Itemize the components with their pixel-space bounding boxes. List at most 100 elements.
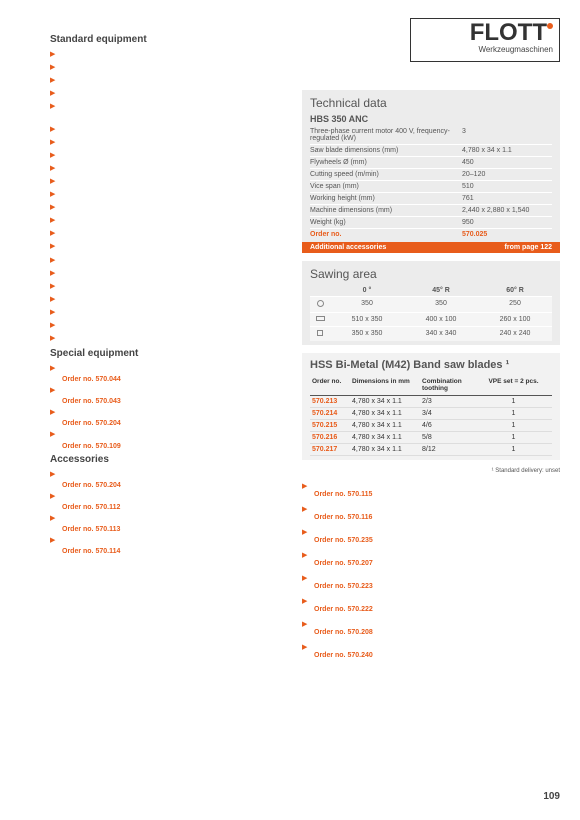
- triangle-icon: ▶: [50, 387, 58, 405]
- list-item: ▶xxxxxx xxxx xxxxxxx xxxxxxxOrder no. 57…: [302, 574, 560, 596]
- triangle-icon: ▶: [50, 191, 58, 200]
- triangle-icon: ▶: [50, 103, 58, 121]
- order-number: Order no. 570.113: [62, 526, 207, 533]
- list-item: ▶xxxxxxxxx xxx xxxx xxxxxx: [50, 165, 290, 174]
- special-equipment-title: Special equipment: [50, 348, 290, 359]
- logo-text: FLOTT: [417, 21, 553, 45]
- order-number: Order no. 570.240: [314, 652, 416, 659]
- order-number: 570.216: [310, 434, 350, 441]
- list-item: ▶xxxxxxxx xxxxxxxxx xxx xxxxxxxxx: [50, 243, 290, 252]
- triangle-icon: ▶: [50, 230, 58, 239]
- triangle-icon: ▶: [50, 77, 58, 86]
- triangle-icon: ▶: [50, 257, 58, 266]
- blades-footnote: ¹ Standard delivery: unset: [302, 468, 560, 474]
- order-number: Order no. 570.043: [62, 398, 134, 405]
- triangle-icon: ▶: [50, 471, 58, 489]
- order-number: Order no. 570.114: [62, 548, 157, 555]
- list-item: ▶xxxxxx xxxxxx xxxxxx xxx xxxxx xxx xxxx…: [50, 152, 290, 161]
- triangle-icon: ▶: [50, 270, 58, 279]
- shape-icon: [310, 300, 330, 309]
- order-number: Order no. 570.112: [62, 504, 207, 511]
- blades-title: HSS Bi-Metal (M42) Band saw blades ¹: [310, 359, 552, 371]
- list-item: ▶xxxxxxx xxxxxxxxx xxxx xxxxxx xxx xxxxx…: [50, 64, 290, 73]
- list-item: ▶xxxxxx xxxx xxxxxx xxxx xxxxxOrder no. …: [50, 537, 290, 555]
- shape-icon: [310, 330, 330, 338]
- tech-row: Flywheels Ø (mm)450: [310, 156, 552, 168]
- left-column: Standard equipment ▶xxx xxxx xxxxx xxxxx…: [50, 30, 290, 666]
- blade-row: 570.2154,780 x 34 x 1.14/61: [310, 420, 552, 432]
- list-item: ▶xxxxxx xxxx xxxxxxx xxxxxxxOrder no. 57…: [302, 551, 560, 573]
- sawing-area-panel: Sawing area 0 °45° R60° R 350350250510 x…: [302, 261, 560, 345]
- page-number: 109: [543, 791, 560, 802]
- triangle-icon: ▶: [50, 409, 58, 427]
- blade-row: 570.2134,780 x 34 x 1.12/31: [310, 396, 552, 408]
- list-item: ▶xxxxxx xxxx xxxxxxx xxxxxxxOrder no. 57…: [302, 620, 560, 642]
- triangle-icon: ▶: [50, 90, 58, 99]
- list-item: ▶xxxx xxxxx xxxxxx xxxxOrder no. 570.043: [50, 387, 290, 405]
- triangle-icon: ▶: [50, 365, 58, 383]
- list-item: ▶xxxxxx xxxx xxxxxx xxxx xxxxx xxxxxxxOr…: [302, 505, 560, 527]
- model-name: HBS 350 ANC: [310, 114, 552, 124]
- blade-row: 570.2174,780 x 34 x 1.18/121: [310, 444, 552, 456]
- list-item: ▶xxxxxx xxxxxx xxx xxxxxxOrder no. 570.1…: [50, 431, 290, 449]
- sawing-row: 510 x 350400 x 100260 x 100: [310, 312, 552, 326]
- order-number: Order no. 570.044: [62, 376, 121, 383]
- list-item: ▶xxxx xxxxxx xxxxxx xxxxxxx: [50, 230, 290, 239]
- list-item: ▶xxxxxx xxxx xxxxxx xxxx xxxxx xxxxxxxOr…: [302, 482, 560, 504]
- list-item: ▶xxx xxxx xxxxx xxxxxxxxxx xxxxxx: [50, 335, 290, 344]
- triangle-icon: ▶: [50, 165, 58, 174]
- order-number: Order no. 570.207: [314, 560, 404, 567]
- order-number: 570.213: [310, 398, 350, 405]
- order-number: 570.215: [310, 422, 350, 429]
- list-item: ▶xxxxxx xxxx xxxxxx xxxx xxxxx xxxx xxxx…: [50, 493, 290, 511]
- tech-row: Cutting speed (m/min)20–120: [310, 168, 552, 180]
- order-number: Order no. 570.235: [314, 537, 476, 544]
- triangle-icon: ▶: [50, 126, 58, 135]
- order-number: Order no. 570.222: [314, 606, 404, 613]
- order-number: 570.217: [310, 446, 350, 453]
- list-item: ▶xxxx xxxx xxxxxx: [50, 139, 290, 148]
- order-number: 570.214: [310, 410, 350, 417]
- list-item: ▶xxxxxx xxxx xxxxxx xxxx xxxxx xxxx xxxx…: [50, 515, 290, 533]
- triangle-icon: ▶: [302, 551, 310, 573]
- triangle-icon: ▶: [50, 309, 58, 318]
- triangle-icon: ▶: [302, 505, 310, 527]
- order-number: Order no. 570.223: [314, 583, 404, 590]
- triangle-icon: ▶: [50, 335, 58, 344]
- sawing-area-header: 0 °45° R60° R: [310, 285, 552, 296]
- tech-row: Three-phase current motor 400 V, frequen…: [310, 126, 552, 144]
- triangle-icon: ▶: [50, 217, 58, 226]
- triangle-icon: ▶: [302, 597, 310, 619]
- list-item: ▶xxxxxxxxx xxxx xxxx xxxx: [50, 270, 290, 279]
- order-number: Order no. 570.204: [62, 420, 145, 427]
- list-item: ▶xxxxxxxxx xxxxx xxx xxxxxxxxx xxxxxxxx …: [50, 309, 290, 318]
- standard-equipment-title: Standard equipment: [50, 34, 290, 45]
- blade-row: 570.2164,780 x 34 x 1.15/81: [310, 432, 552, 444]
- list-item: ▶xxxxxxx xxxxxxxx xxxxxxx: [50, 217, 290, 226]
- list-item: ▶xxxx xxxxxxxx xxxx xxxxxx xxx xxxxx: [50, 77, 290, 86]
- triangle-icon: ▶: [50, 296, 58, 305]
- list-item: ▶xxxxxx xxxxxxx xxxxxxx xxx xxxxxxxxx xx…: [302, 528, 560, 550]
- logo-subtitle: Werkzeugmaschinen: [417, 45, 553, 54]
- blades-header: Order no. Dimensions in mm Combination t…: [310, 375, 552, 396]
- sawing-area-title: Sawing area: [310, 267, 552, 281]
- shape-icon: [310, 316, 330, 323]
- accessories-list: ▶xxxxxxx xxxxxxx xxxxxOrder no. 570.204▶…: [50, 471, 290, 555]
- list-item: ▶xxxxxx xxxx: [50, 178, 290, 187]
- triangle-icon: ▶: [50, 493, 58, 511]
- tech-row: Machine dimensions (mm)2,440 x 2,880 x 1…: [310, 204, 552, 216]
- tech-row: Saw blade dimensions (mm)4,780 x 34 x 1.…: [310, 144, 552, 156]
- logo: FLOTT Werkzeugmaschinen: [410, 18, 560, 62]
- triangle-icon: ▶: [50, 431, 58, 449]
- triangle-icon: ▶: [50, 178, 58, 187]
- list-item: ▶xxxxxx xxx xxxxx xxxxx xxxxxxxxxxx xxxx…: [50, 204, 290, 213]
- list-item: ▶xxxxxx xxxx xxxxxx xxx xxxxxxx xxxxx: [50, 126, 290, 135]
- accessories-title: Accessories: [50, 454, 290, 465]
- triangle-icon: ▶: [302, 574, 310, 596]
- list-item: ▶xxxxxxx xxxxxxx xxxxxOrder no. 570.204: [50, 471, 290, 489]
- triangle-icon: ▶: [50, 283, 58, 292]
- tech-order-row: Order no.570.025: [310, 228, 552, 240]
- blade-row: 570.2144,780 x 34 x 1.13/41: [310, 408, 552, 420]
- order-number: Order no. 570.115: [314, 491, 436, 498]
- list-item: ▶xxxxxx xxxxxxx: [50, 257, 290, 266]
